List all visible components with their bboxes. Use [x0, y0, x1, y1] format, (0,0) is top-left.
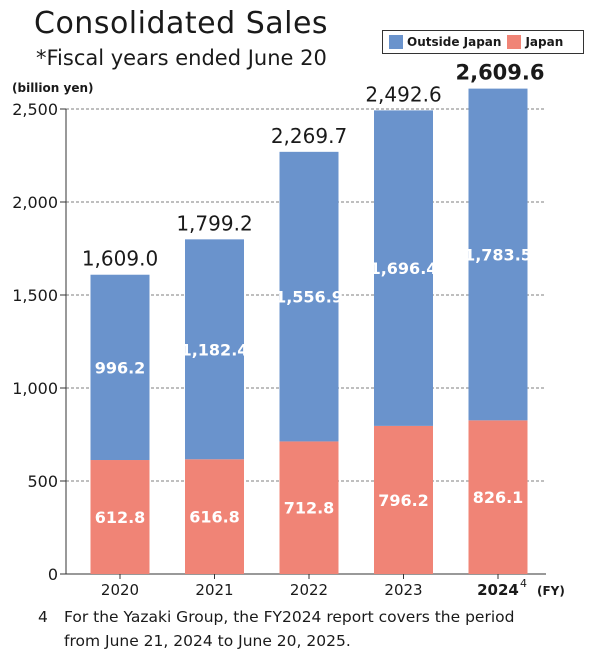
chart-subtitle: *Fiscal years ended June 20 [36, 46, 327, 70]
legend-swatch-outside-japan [389, 35, 403, 49]
y-tick-label: 2,000 [12, 193, 58, 212]
y-tick-label: 500 [27, 472, 58, 491]
data-label-outside-japan: 996.2 [95, 358, 146, 377]
chart-title: Consolidated Sales [34, 6, 329, 41]
bar-outside-japan [468, 88, 528, 421]
y-tick-label: 1,000 [12, 379, 58, 398]
footnote-line-2: from June 21, 2024 to June 20, 2025. [64, 632, 351, 650]
data-label-japan: 796.2 [378, 491, 429, 510]
bar-outside-japan [374, 110, 433, 426]
footnote: 4 For the Yazaki Group, the FY2024 report… [38, 605, 514, 653]
bar-outside-japan [90, 274, 150, 461]
x-tick-label: 2022 [290, 581, 328, 599]
bar-outside-japan [279, 151, 339, 442]
legend-swatch-japan [507, 35, 522, 49]
legend: Outside Japan Japan [382, 30, 584, 54]
bar-japan [279, 441, 339, 574]
data-label-japan: 826.1 [473, 488, 524, 507]
legend-label-outside-japan: Outside Japan [407, 35, 502, 49]
total-label: 1,799.2 [176, 211, 252, 235]
data-label-japan: 616.8 [189, 508, 240, 527]
legend-item-japan: Japan [507, 35, 563, 49]
x-tick-label: 2024 [477, 581, 519, 599]
y-axis-label: (billion yen) [12, 81, 93, 95]
legend-item-outside-japan: Outside Japan [389, 35, 501, 49]
y-tick-label: 0 [48, 565, 58, 584]
total-label: 2,492.6 [365, 82, 441, 106]
bar-outside-japan [185, 239, 244, 460]
data-label-outside-japan: 1,182.4 [181, 340, 249, 359]
bar-japan [90, 460, 150, 574]
bar-japan [374, 425, 433, 574]
total-label: 2,269.7 [271, 124, 347, 148]
data-label-japan: 712.8 [284, 499, 335, 518]
total-label: 2,609.6 [455, 61, 544, 85]
footnote-number: 4 [38, 608, 48, 626]
x-tick-label: 2020 [101, 581, 139, 599]
x-tick-label: 2021 [195, 581, 233, 599]
bar-japan [185, 459, 244, 574]
footnote-line-1: For the Yazaki Group, the FY2024 report … [64, 608, 515, 626]
x-tick-label: 2023 [384, 581, 422, 599]
x-tick-superscript: 4 [520, 577, 527, 590]
data-label-outside-japan: 1,783.5 [464, 245, 532, 264]
data-label-outside-japan: 1,696.4 [370, 259, 438, 278]
data-label-japan: 612.8 [95, 508, 146, 527]
data-label-outside-japan: 1,556.9 [275, 288, 343, 307]
legend-label-japan: Japan [525, 35, 564, 49]
total-label: 1,609.0 [82, 247, 158, 271]
y-tick-label: 2,500 [12, 100, 58, 119]
y-tick-label: 1,500 [12, 286, 58, 305]
bar-japan [468, 420, 528, 574]
x-axis-label: (FY) [537, 584, 565, 598]
